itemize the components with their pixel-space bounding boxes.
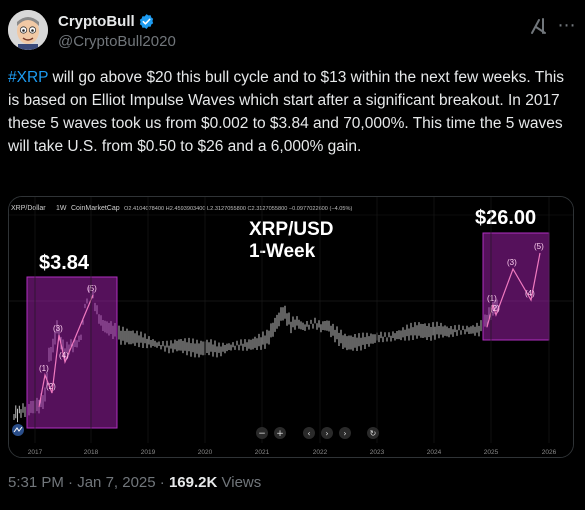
left-wave-label-4: (4) (59, 351, 69, 360)
right-wave-label-2: (2) (490, 304, 500, 313)
right-wave-label-3: (3) (507, 258, 517, 267)
svg-text:‹: ‹ (307, 429, 310, 438)
tweet-media-chart[interactable]: XRP/Dollar 1W CoinMarketCap O2.410407840… (8, 196, 574, 458)
right-wave-box (482, 232, 550, 341)
scroll-right-button[interactable] (321, 427, 333, 439)
right-wave-line (486, 252, 541, 328)
x-tick-label-2021: 2021 (255, 449, 270, 456)
verified-badge-icon (139, 14, 153, 29)
scroll-left-button[interactable] (303, 427, 315, 439)
chart-header-values: O2.4104078400 H2.4593903400 L2.312705580… (124, 206, 352, 212)
tweet-header: CryptoBull @CryptoBull2020 ⋯ (8, 8, 577, 56)
more-options-icon[interactable]: ⋯ (557, 15, 577, 35)
avatar[interactable] (8, 10, 48, 50)
chart-title-line1: XRP/USD (249, 219, 333, 240)
svg-text:›: › (325, 429, 328, 438)
right-wave-label-4: (4) (525, 289, 535, 298)
tweet-body: will go above $20 this bull cycle and to… (8, 69, 565, 155)
x-tick-label-2022: 2022 (313, 449, 328, 456)
x-tick-label-2017: 2017 (28, 449, 43, 456)
left-wave-line (38, 294, 94, 408)
chart-image: XRP/Dollar 1W CoinMarketCap O2.410407840… (9, 197, 573, 457)
tweet-date[interactable]: Jan 7, 2025 (77, 474, 156, 491)
views-label: Views (221, 474, 262, 491)
grok-icon[interactable] (529, 16, 549, 36)
x-axis-ticks: 2017 2018 2019 2020 2021 2022 2023 2024 2025 2026 (28, 197, 557, 456)
tweet-text: #XRP will go above $20 this bull cycle a… (8, 66, 574, 158)
right-wave-label-5: (5) (534, 242, 544, 251)
svg-text:↻: ↻ (370, 429, 377, 438)
tweet-time[interactable]: 5:31 PM (8, 474, 64, 491)
display-name[interactable]: CryptoBull (58, 13, 135, 30)
x-tick-label-2020: 2020 (198, 449, 213, 456)
left-wave-label-5: (5) (87, 284, 97, 293)
tweet-meta: 5:31 PM · Jan 7, 2025 · 169.2K Views (8, 474, 262, 491)
avatar-image-icon (8, 10, 48, 50)
chart-header-pair: XRP/Dollar (11, 205, 46, 212)
svg-text:−: − (258, 429, 266, 439)
right-wave-label-1: (1) (487, 294, 497, 303)
x-tick-label-2019: 2019 (141, 449, 156, 456)
zoom-out-button[interactable] (256, 427, 268, 439)
chart-header-interval: 1W (56, 205, 67, 212)
x-tick-label-2018: 2018 (84, 449, 99, 456)
zoom-in-button[interactable] (274, 427, 286, 439)
name-row: CryptoBull (58, 13, 155, 30)
right-box-label: $26.00 (475, 207, 536, 229)
x-tick-label-2024: 2024 (427, 449, 442, 456)
reset-chart-button[interactable] (367, 427, 379, 439)
scroll-end-button[interactable] (339, 427, 351, 439)
x-tick-label-2025: 2025 (484, 449, 499, 456)
left-box-label: $3.84 (39, 252, 90, 274)
chart-title-line2: 1-Week (249, 241, 316, 262)
chart-toolbar: − + ‹ › › ↻ (256, 427, 379, 439)
left-wave-box (26, 276, 118, 429)
tradingview-logo-icon (12, 424, 24, 436)
handle[interactable]: @CryptoBull2020 (58, 33, 176, 50)
left-wave-label-2: (2) (46, 382, 56, 391)
left-wave-label-1: (1) (39, 364, 49, 373)
x-tick-label-2023: 2023 (370, 449, 385, 456)
hashtag-link[interactable]: #XRP (8, 69, 49, 86)
svg-text:+: + (276, 429, 284, 439)
x-tick-label-2026: 2026 (542, 449, 557, 456)
views-count: 169.2K (168, 474, 218, 491)
chart-header-source: CoinMarketCap (71, 205, 120, 212)
elliott-waves: (1)(2)(3)(4)(5)(1)(2)(3)(4)(5) (38, 242, 544, 408)
svg-text:›: › (343, 429, 346, 438)
left-wave-label-3: (3) (53, 324, 63, 333)
